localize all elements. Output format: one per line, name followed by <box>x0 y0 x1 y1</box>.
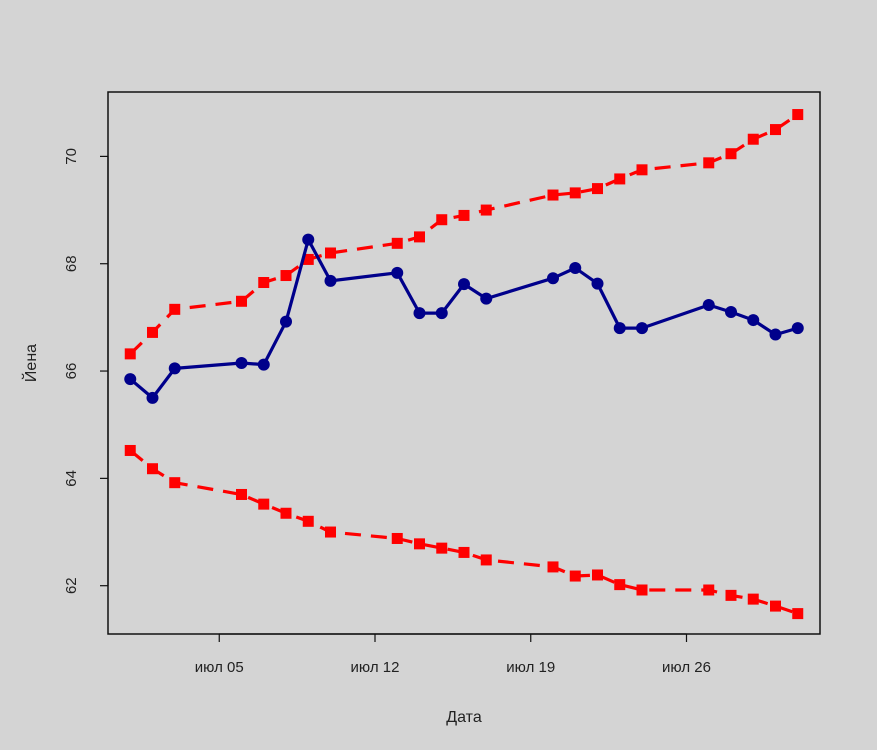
data-point <box>547 189 559 201</box>
data-point <box>703 584 715 596</box>
data-point <box>703 157 715 169</box>
y-tick-label: 70 <box>63 148 80 165</box>
y-tick-label: 62 <box>63 577 80 594</box>
series-layer <box>124 109 804 620</box>
data-point <box>436 542 448 554</box>
data-point <box>702 299 715 312</box>
data-point <box>124 373 137 386</box>
data-point <box>636 584 648 596</box>
data-point <box>391 532 403 544</box>
y-tick-label: 68 <box>63 255 80 272</box>
data-point <box>592 569 603 581</box>
data-point <box>747 314 760 327</box>
x-axis-title: Дата <box>446 709 482 726</box>
y-tick-label: 66 <box>63 363 80 380</box>
data-point <box>480 554 492 566</box>
data-point <box>413 307 426 320</box>
data-point <box>436 214 448 226</box>
data-point <box>325 247 336 259</box>
data-point <box>547 272 559 285</box>
data-point <box>725 306 737 319</box>
data-point <box>324 274 337 287</box>
series-1 <box>124 109 804 360</box>
data-point <box>146 391 159 404</box>
data-point <box>458 546 470 558</box>
x-tick-label: июл 26 <box>662 659 711 676</box>
data-point <box>725 589 737 601</box>
data-point <box>280 270 292 282</box>
series-0 <box>124 233 804 404</box>
data-point <box>791 322 804 335</box>
data-point <box>614 173 626 185</box>
data-point <box>280 315 292 328</box>
x-axis: июл 05 июл 12 июл 19 июл 26 <box>195 633 711 676</box>
series-line <box>129 113 799 356</box>
data-point <box>435 307 448 320</box>
data-point <box>613 322 626 335</box>
data-point <box>257 358 270 371</box>
data-point <box>458 278 470 291</box>
series-line <box>129 449 799 616</box>
data-point <box>235 357 248 369</box>
data-point <box>591 277 604 290</box>
data-point <box>569 570 581 582</box>
data-point <box>124 348 136 360</box>
data-point <box>480 204 492 216</box>
data-point <box>325 526 336 538</box>
series-2 <box>124 444 804 620</box>
data-point <box>236 295 247 307</box>
data-point <box>769 328 782 341</box>
data-point <box>636 322 648 335</box>
data-point <box>725 148 737 160</box>
data-point <box>147 326 158 338</box>
data-point <box>391 266 404 279</box>
data-point <box>569 187 581 199</box>
data-point <box>458 209 470 221</box>
data-point <box>614 579 626 591</box>
data-point <box>302 233 315 246</box>
y-tick-label: 64 <box>63 470 80 487</box>
x-tick-label: июл 12 <box>351 659 400 676</box>
data-point <box>169 303 181 315</box>
data-point <box>747 133 759 145</box>
data-point <box>280 507 292 519</box>
data-point <box>569 262 582 275</box>
data-point <box>792 608 804 620</box>
data-point <box>168 362 181 375</box>
data-point <box>124 444 136 456</box>
data-point <box>770 124 781 136</box>
x-tick-label: июл 05 <box>195 659 244 676</box>
data-point <box>636 164 648 176</box>
data-point <box>258 498 270 510</box>
data-point <box>592 183 603 195</box>
data-point <box>480 292 493 305</box>
data-point <box>414 538 425 550</box>
data-point <box>147 463 158 475</box>
data-point <box>770 600 781 612</box>
data-point <box>547 561 559 573</box>
data-point <box>391 237 403 249</box>
data-point <box>258 277 270 289</box>
data-point <box>747 593 759 605</box>
x-tick-label: июл 19 <box>506 659 555 676</box>
y-axis: 62 64 66 68 70 <box>63 148 109 594</box>
series-line <box>129 238 799 400</box>
data-point <box>792 109 804 121</box>
data-point <box>302 515 314 527</box>
data-point <box>302 253 314 265</box>
data-point <box>236 488 247 500</box>
data-point <box>169 477 181 489</box>
y-axis-title: Йена <box>21 344 40 382</box>
data-point <box>414 231 425 243</box>
